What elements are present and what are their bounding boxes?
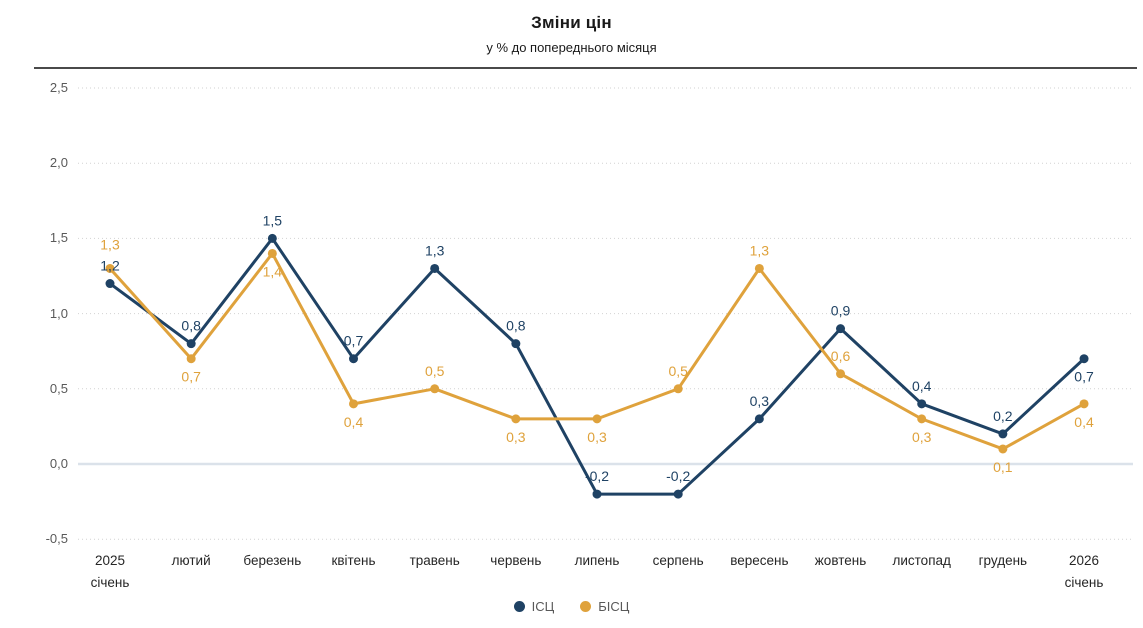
y-tick-label: -0,5 — [45, 531, 68, 547]
data-point-series-0 — [511, 339, 521, 349]
chart-title: Зміни цін — [531, 13, 612, 32]
data-point-series-0 — [754, 414, 764, 424]
data-label-series-0: -0,2 — [666, 468, 690, 484]
data-point-series-1 — [511, 414, 521, 424]
data-label-series-1: 1,4 — [263, 263, 283, 279]
data-point-series-1 — [1079, 399, 1089, 409]
data-label-series-1: 0,3 — [912, 429, 932, 445]
data-point-series-0 — [186, 339, 196, 349]
data-point-series-0 — [998, 429, 1008, 439]
data-label-series-0: 0,2 — [993, 408, 1013, 424]
legend-label: БІСЦ — [598, 599, 630, 614]
y-tick-label: 0,5 — [49, 380, 68, 396]
data-point-series-0 — [836, 324, 846, 334]
data-label-series-0: 0,9 — [831, 303, 851, 319]
data-point-series-0 — [592, 489, 602, 499]
data-point-series-0 — [430, 263, 440, 273]
data-label-series-1: 0,3 — [587, 429, 607, 445]
data-label-series-0: -0,2 — [585, 468, 609, 484]
data-point-series-1 — [836, 369, 846, 379]
data-point-series-1 — [267, 248, 277, 258]
data-point-series-0 — [349, 354, 359, 364]
chart-subtitle: у % до попереднього місяця — [486, 40, 657, 55]
data-point-series-0 — [1079, 354, 1089, 364]
x-axis-label: лютий — [171, 553, 211, 568]
data-label-series-0: 0,7 — [1074, 369, 1094, 385]
data-label-series-0: 0,8 — [506, 318, 526, 334]
x-axis-label: грудень — [978, 553, 1028, 568]
data-label-series-0: 1,5 — [263, 212, 283, 228]
data-point-series-1 — [754, 263, 764, 273]
data-point-series-0 — [673, 489, 683, 499]
y-tick-label: 1,5 — [49, 230, 68, 246]
data-point-series-1 — [349, 399, 359, 409]
data-point-series-1 — [998, 444, 1008, 454]
legend-item-0: ІСЦ — [513, 599, 555, 614]
legend-label: ІСЦ — [531, 599, 555, 614]
data-label-series-1: 0,7 — [181, 369, 201, 385]
legend-item-1: БІСЦ — [580, 599, 629, 614]
legend-dot-icon — [513, 601, 525, 612]
y-tick-label: 0,0 — [49, 456, 68, 471]
data-point-series-1 — [917, 414, 927, 424]
legend-dot-icon — [580, 601, 592, 612]
x-axis-label: квітень — [331, 553, 376, 568]
x-axis-label: липень — [574, 553, 620, 568]
x-axis-label: 2026 січень — [1064, 553, 1104, 590]
x-axis-label: червень — [490, 553, 542, 568]
data-point-series-0 — [105, 279, 115, 289]
data-point-series-1 — [673, 384, 683, 394]
y-tick-label: 1,0 — [49, 305, 68, 321]
data-point-series-1 — [592, 414, 602, 424]
data-label-series-1: 0,5 — [668, 363, 688, 379]
data-label-series-1: 1,3 — [100, 236, 120, 252]
chart-legend: ІСЦ БІСЦ — [0, 599, 1143, 614]
data-label-series-0: 0,7 — [344, 333, 364, 349]
x-axis-label: жовтень — [814, 553, 867, 568]
x-axis-label: березень — [243, 553, 302, 568]
data-label-series-1: 0,5 — [425, 363, 445, 379]
data-point-series-0 — [267, 233, 277, 243]
x-axis-label: листопад — [892, 553, 951, 568]
data-point-series-1 — [430, 384, 440, 394]
data-label-series-0: 1,3 — [425, 242, 445, 258]
data-label-series-0: 0,8 — [181, 318, 201, 334]
data-label-series-1: 0,4 — [1074, 414, 1094, 430]
data-point-series-0 — [917, 399, 927, 409]
y-tick-label: 2,0 — [49, 155, 68, 171]
data-label-series-0: 1,2 — [100, 258, 120, 274]
data-label-series-1: 0,1 — [993, 459, 1013, 475]
data-label-series-1: 1,3 — [750, 242, 770, 258]
data-point-series-1 — [186, 354, 196, 364]
data-label-series-1: 0,6 — [831, 348, 851, 364]
header-divider — [34, 67, 1137, 69]
data-point-series-1 — [105, 263, 115, 273]
x-axis-label: травень — [409, 553, 460, 568]
data-label-series-1: 0,4 — [344, 414, 364, 430]
data-label-series-1: 0,3 — [506, 429, 526, 445]
data-label-series-0: 0,3 — [750, 393, 770, 409]
y-tick-label: 2,5 — [49, 80, 68, 95]
x-axis-label: вересень — [730, 553, 789, 568]
x-axis-label: серпень — [652, 553, 704, 568]
x-axis-label: 2025 січень — [90, 553, 130, 590]
data-label-series-0: 0,4 — [912, 378, 932, 394]
